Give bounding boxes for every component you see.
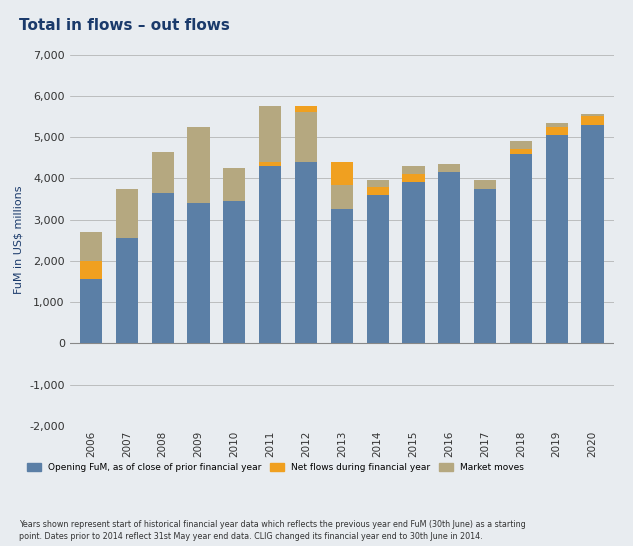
Bar xyxy=(510,150,532,153)
Bar xyxy=(510,153,532,343)
Bar xyxy=(295,106,317,343)
Bar xyxy=(582,124,604,343)
Bar xyxy=(438,164,460,172)
Bar xyxy=(438,164,460,172)
Bar xyxy=(259,166,281,343)
Y-axis label: FuM in US$ millions: FuM in US$ millions xyxy=(13,186,23,294)
Bar xyxy=(116,234,138,343)
Bar xyxy=(330,162,353,343)
Bar xyxy=(330,162,353,209)
Bar xyxy=(367,195,389,343)
Bar xyxy=(152,189,174,343)
Bar xyxy=(438,172,460,343)
Bar xyxy=(80,261,102,280)
Bar xyxy=(330,185,353,209)
Bar xyxy=(582,116,604,124)
Legend: Opening FuM, as of close of prior financial year, Net flows during financial yea: Opening FuM, as of close of prior financ… xyxy=(23,460,527,476)
Bar xyxy=(367,180,389,187)
Bar xyxy=(367,187,389,195)
Bar xyxy=(80,280,102,343)
Bar xyxy=(223,201,246,343)
Bar xyxy=(546,127,568,135)
Bar xyxy=(187,127,210,153)
Bar xyxy=(403,182,425,343)
Bar xyxy=(295,106,317,112)
Text: Total in flows – out flows: Total in flows – out flows xyxy=(19,18,230,33)
Bar xyxy=(510,141,532,150)
Bar xyxy=(546,135,568,343)
Bar xyxy=(474,180,496,189)
Bar xyxy=(259,162,281,166)
Bar xyxy=(187,127,210,203)
Bar xyxy=(582,115,604,116)
Bar xyxy=(403,174,425,182)
Bar xyxy=(474,180,496,343)
Bar xyxy=(152,152,174,193)
Bar xyxy=(116,189,138,238)
Bar xyxy=(187,153,210,343)
Bar xyxy=(295,112,317,162)
Text: Years shown represent start of historical financial year data which reflects the: Years shown represent start of historica… xyxy=(19,520,526,541)
Bar xyxy=(223,168,246,201)
Bar xyxy=(80,232,102,261)
Bar xyxy=(546,123,568,127)
Bar xyxy=(259,106,281,162)
Bar xyxy=(474,180,496,189)
Bar xyxy=(152,189,174,193)
Bar xyxy=(403,166,425,174)
Bar xyxy=(116,234,138,238)
